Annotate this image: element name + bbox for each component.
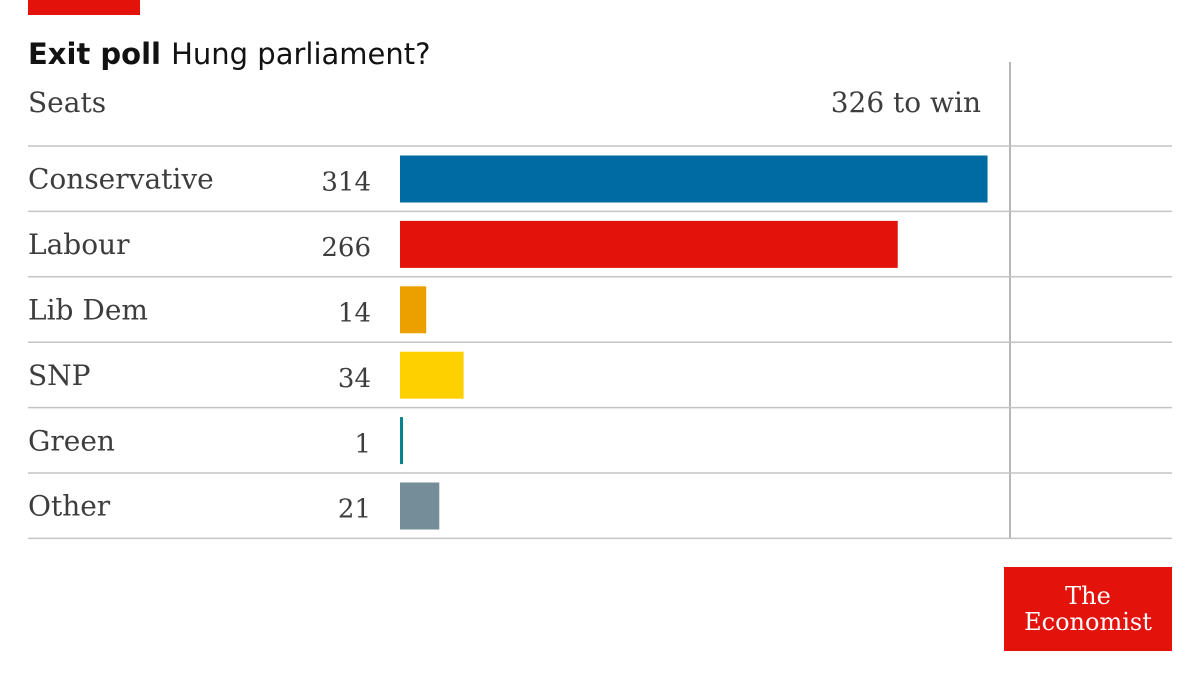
value-label: 21	[338, 495, 371, 525]
category-label: Conservative	[28, 163, 214, 196]
category-label: Other	[28, 490, 111, 523]
brand-accent-bar	[28, 0, 140, 15]
value-label: 266	[321, 233, 371, 263]
value-label: 1	[354, 429, 371, 459]
chart-title: Exit poll Hung parliament?	[28, 34, 431, 74]
category-label: Green	[28, 424, 115, 457]
bar	[400, 286, 427, 334]
bar	[400, 482, 440, 530]
bar	[400, 155, 988, 203]
logo-line-economist: Economist	[1024, 608, 1152, 636]
economist-logo: The Economist	[1004, 567, 1172, 651]
bar	[400, 351, 464, 399]
title-bold: Exit poll	[28, 37, 161, 71]
value-label: 314	[321, 168, 371, 198]
logo-line-the: The	[1065, 582, 1111, 610]
category-label: Lib Dem	[28, 294, 148, 327]
category-label: SNP	[28, 359, 91, 392]
category-label: Labour	[28, 228, 130, 261]
reference-label: 326 to win	[831, 86, 981, 119]
bar	[400, 417, 403, 465]
chart-rows: Conservative 314 Labour 266 Lib Dem 14 SNP 34 Gr…	[28, 145, 1172, 540]
bar	[400, 220, 898, 268]
value-label: 14	[338, 299, 371, 329]
axis-label-seats: Seats	[28, 86, 106, 119]
value-label: 34	[338, 364, 371, 394]
title-rest: Hung parliament?	[171, 37, 431, 71]
